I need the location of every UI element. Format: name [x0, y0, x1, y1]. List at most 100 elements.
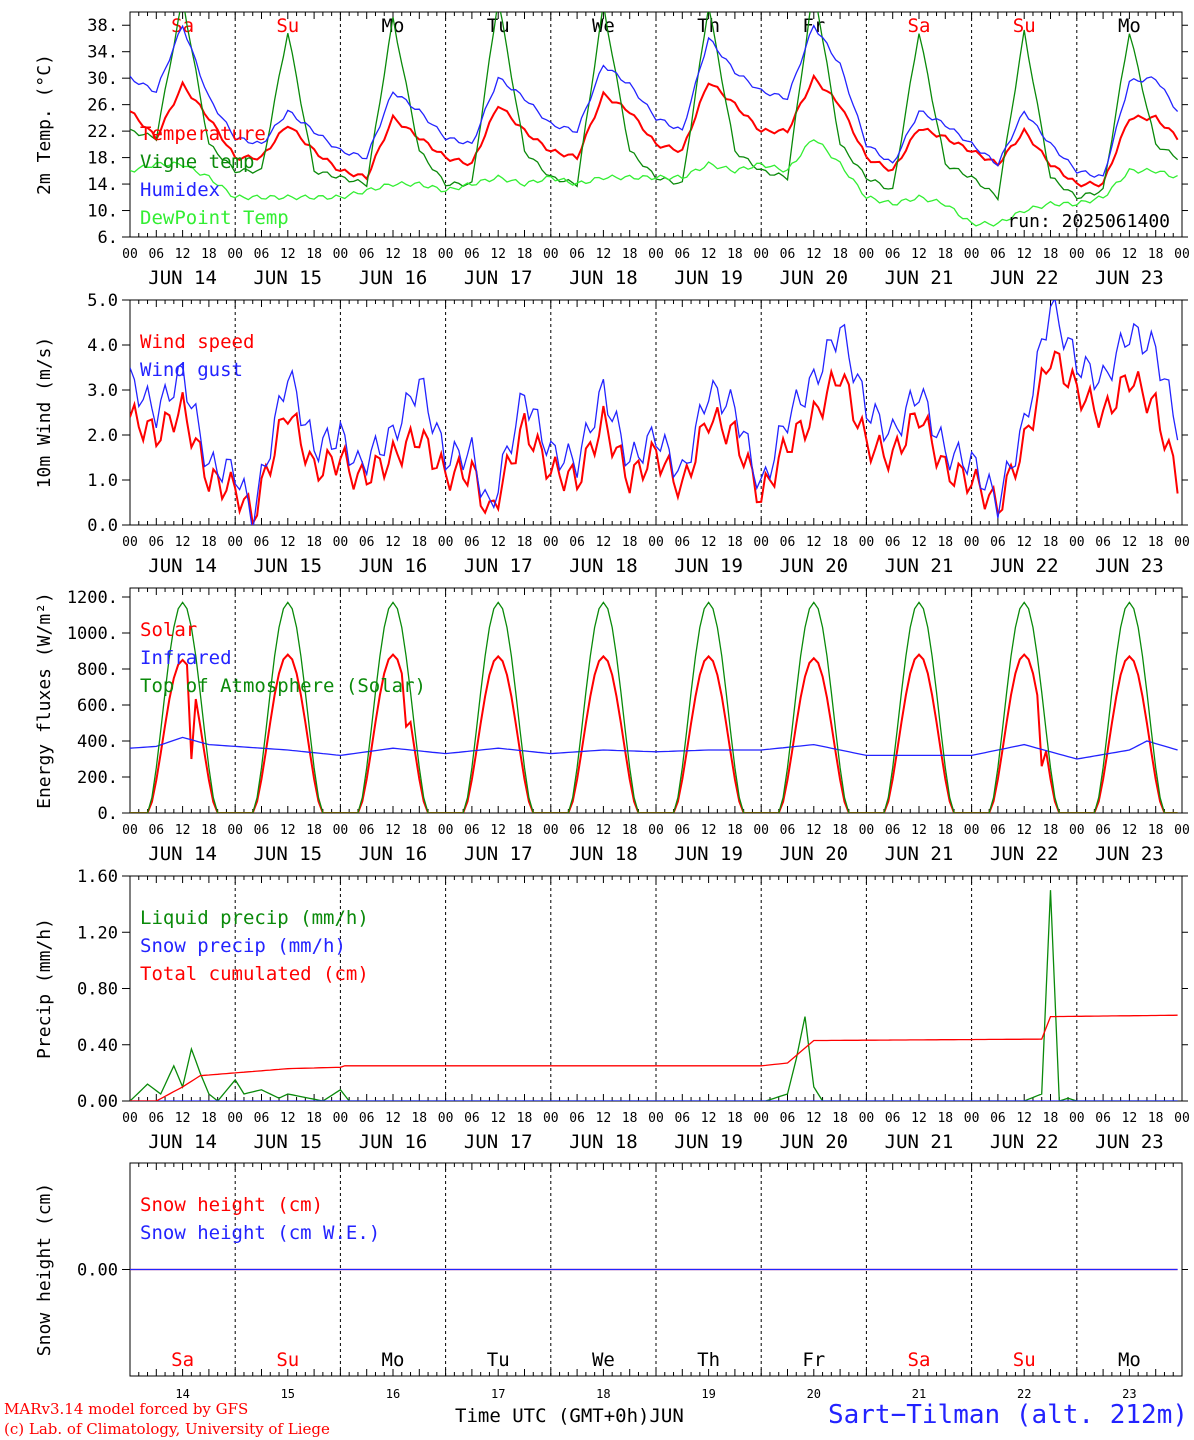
y-tick-label: 1.20 [77, 923, 118, 943]
weekday-label: Tu [487, 1349, 510, 1371]
hour-tick-label: 06 [148, 247, 164, 262]
day-date-label: JUN 18 [569, 1131, 638, 1153]
lab-credit: (c) Lab. of Climatology, University of L… [4, 1420, 330, 1438]
day-date-label: JUN 21 [885, 267, 954, 289]
weekday-label: Su [1013, 15, 1036, 37]
day-date-label: JUN 17 [464, 1131, 533, 1153]
hour-tick-label: 00 [227, 823, 243, 838]
y-tick-label: 600. [77, 696, 118, 716]
y-tick-label: 5.0 [87, 291, 118, 311]
day-date-label: JUN 19 [674, 555, 743, 577]
day-number-label: 14 [175, 1387, 189, 1401]
hour-tick-label: 12 [490, 535, 506, 550]
hour-tick-label: 18 [937, 535, 953, 550]
hour-tick-label: 18 [622, 247, 638, 262]
hour-tick-label: 00 [648, 823, 664, 838]
y-tick-label: 0.40 [77, 1036, 118, 1056]
y-tick-label: 1.0 [87, 471, 118, 491]
hour-tick-label: 00 [648, 535, 664, 550]
hour-tick-label: 06 [254, 535, 270, 550]
legend-entry: Total cumulated (cm) [140, 963, 369, 985]
weekday-label: Su [276, 1349, 299, 1371]
hour-tick-label: 12 [490, 1111, 506, 1126]
y-tick-label: 800. [77, 660, 118, 680]
y-tick-label: 34. [87, 43, 118, 63]
day-date-label: JUN 21 [885, 1131, 954, 1153]
hour-tick-label: 00 [1174, 823, 1190, 838]
hour-tick-label: 18 [727, 1111, 743, 1126]
weekday-label: Th [697, 1349, 720, 1371]
series-group [130, 890, 1178, 1101]
day-date-label: JUN 19 [674, 843, 743, 865]
y-axis-label: Snow height (cm) [34, 1183, 55, 1356]
hour-tick-label: 18 [201, 535, 217, 550]
hour-tick-label: 12 [385, 1111, 401, 1126]
hour-tick-label: 00 [753, 535, 769, 550]
hour-tick-label: 18 [517, 823, 533, 838]
hour-tick-label: 00 [753, 247, 769, 262]
hour-tick-label: 06 [569, 1111, 585, 1126]
weekday-label: Mo [1118, 1349, 1141, 1371]
hour-tick-label: 12 [701, 823, 717, 838]
hour-tick-label: 18 [1148, 1111, 1164, 1126]
y-axis-label: Energy fluxes (W/m²) [34, 592, 55, 809]
hour-tick-label: 12 [1016, 535, 1032, 550]
hour-tick-label: 18 [937, 1111, 953, 1126]
hour-tick-label: 06 [885, 247, 901, 262]
hour-tick-label: 06 [885, 823, 901, 838]
day-date-label: JUN 18 [569, 843, 638, 865]
hour-tick-label: 12 [280, 823, 296, 838]
hour-tick-label: 06 [464, 535, 480, 550]
hour-tick-label: 18 [517, 247, 533, 262]
y-tick-label: 38. [87, 16, 118, 36]
weekday-label: Th [697, 15, 720, 37]
hour-tick-label: 12 [175, 823, 191, 838]
day-number-label: 17 [491, 1387, 505, 1401]
hour-tick-label: 12 [911, 247, 927, 262]
hour-tick-label: 12 [175, 1111, 191, 1126]
hour-tick-label: 00 [859, 247, 875, 262]
hour-tick-label: 06 [569, 535, 585, 550]
y-tick-label: 3.0 [87, 381, 118, 401]
weekday-label: Su [1013, 1349, 1036, 1371]
model-credit: MARv3.14 model forced by GFS [4, 1400, 249, 1418]
day-date-label: JUN 22 [990, 843, 1059, 865]
series-line [130, 73, 1179, 188]
hour-tick-label: 00 [543, 1111, 559, 1126]
hour-tick-label: 18 [306, 535, 322, 550]
hour-tick-label: 00 [438, 535, 454, 550]
hour-tick-label: 18 [727, 823, 743, 838]
hour-tick-label: 06 [990, 1111, 1006, 1126]
hour-tick-label: 12 [1122, 535, 1138, 550]
hour-tick-label: 00 [438, 823, 454, 838]
hour-tick-label: 06 [359, 823, 375, 838]
hour-tick-label: 00 [1174, 535, 1190, 550]
hour-tick-label: 12 [701, 535, 717, 550]
hour-tick-label: 00 [333, 535, 349, 550]
legend-entry: Temperature [140, 123, 266, 145]
day-date-label: JUN 21 [885, 555, 954, 577]
hour-tick-label: 06 [990, 247, 1006, 262]
hour-tick-label: 12 [701, 1111, 717, 1126]
station-name: Sart−Tilman (alt. 212m) [827, 1400, 1188, 1430]
y-tick-label: 200. [77, 768, 118, 788]
hour-tick-label: 00 [227, 247, 243, 262]
day-date-label: JUN 16 [359, 555, 428, 577]
y-tick-label: 30. [87, 69, 118, 89]
day-date-label: JUN 19 [674, 267, 743, 289]
y-tick-label: 1000. [67, 624, 118, 644]
hour-tick-label: 00 [438, 1111, 454, 1126]
hour-tick-label: 00 [859, 823, 875, 838]
day-date-label: JUN 19 [674, 1131, 743, 1153]
day-date-label: JUN 22 [990, 267, 1059, 289]
hour-tick-label: 18 [411, 1111, 427, 1126]
hour-tick-label: 06 [464, 1111, 480, 1126]
hour-tick-label: 00 [753, 823, 769, 838]
hour-tick-label: 06 [1095, 1111, 1111, 1126]
hour-tick-label: 18 [306, 1111, 322, 1126]
day-date-label: JUN 16 [359, 843, 428, 865]
hour-tick-label: 12 [596, 1111, 612, 1126]
weekday-label: We [592, 1349, 615, 1371]
y-tick-label: 400. [77, 732, 118, 752]
weekday-label: Sa [171, 1349, 194, 1371]
